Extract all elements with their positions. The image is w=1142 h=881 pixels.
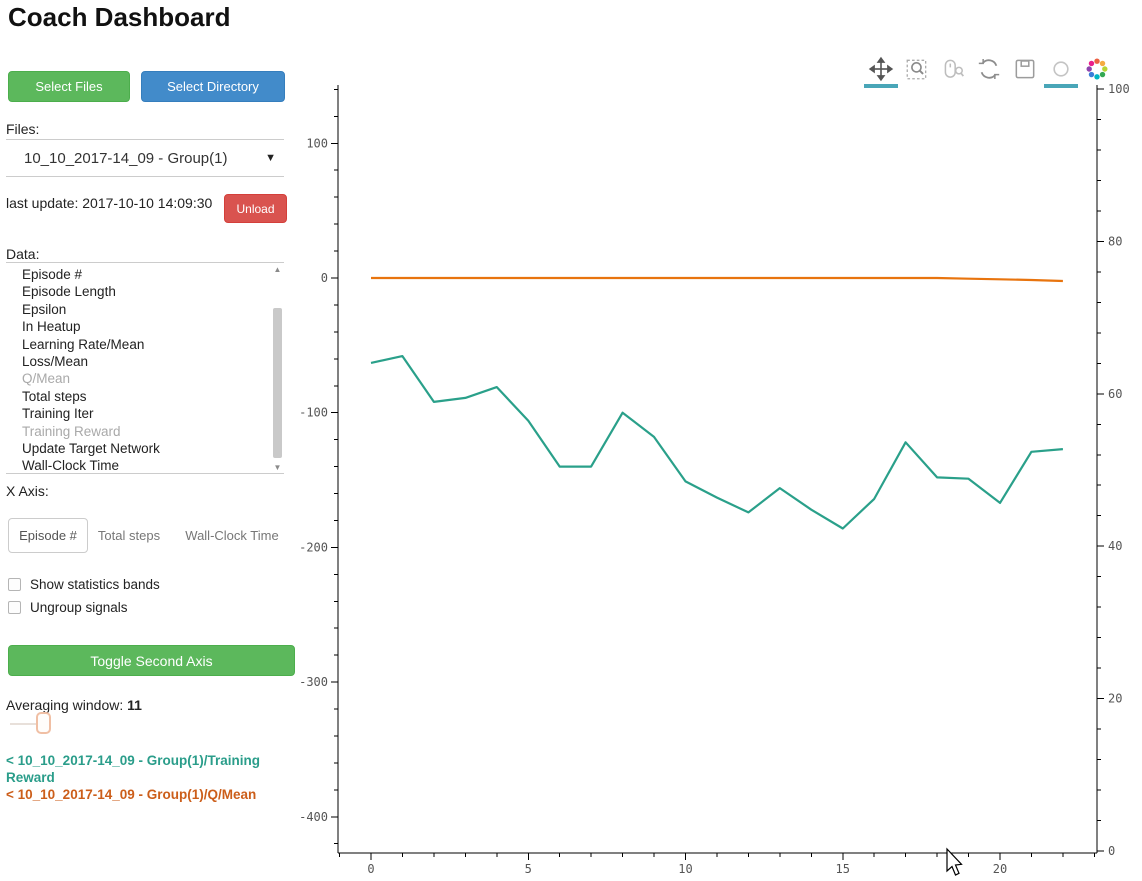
- bokeh-toolbar: [864, 56, 1114, 88]
- unload-button[interactable]: Unload: [224, 194, 287, 223]
- x-axis-tab-group: Episode # Total steps Wall-Clock Time: [8, 517, 294, 553]
- checkbox[interactable]: [8, 601, 21, 614]
- scrollbar-thumb[interactable]: [273, 308, 282, 458]
- data-signal-item[interactable]: Training Reward: [22, 423, 121, 439]
- right-axis-tick-label: 20: [1108, 692, 1122, 706]
- page-title: Coach Dashboard: [8, 2, 231, 32]
- bokeh-logo-icon[interactable]: [1080, 56, 1114, 88]
- save-icon[interactable]: [1008, 56, 1042, 88]
- x-axis-tick-label: 5: [525, 862, 532, 876]
- data-signal-item[interactable]: Training Iter: [22, 406, 94, 422]
- hover-icon[interactable]: [1044, 56, 1078, 88]
- files-label: Files:: [6, 121, 40, 137]
- left-axis-tick-label: -400: [299, 810, 328, 824]
- slider-handle[interactable]: [36, 712, 51, 734]
- left-axis-tick-label: -300: [299, 675, 328, 689]
- select-files-label: Select Files: [35, 79, 103, 94]
- right-axis-tick-label: 100: [1108, 82, 1130, 96]
- scroll-down-icon[interactable]: ▼: [273, 463, 282, 472]
- checkbox-label: Ungroup signals: [30, 600, 128, 615]
- mouse-cursor: [946, 847, 963, 876]
- data-signal-item[interactable]: Epsilon: [22, 301, 67, 317]
- data-signal-item[interactable]: Episode Length: [22, 284, 116, 300]
- data-signal-item[interactable]: Learning Rate/Mean: [22, 336, 145, 352]
- checkbox[interactable]: [8, 578, 21, 591]
- data-signal-item[interactable]: Episode #: [22, 267, 83, 282]
- box-zoom-icon[interactable]: [900, 56, 934, 88]
- legend-entry[interactable]: < 10_10_2017-14_09 - Group(1)/Training R…: [6, 753, 260, 785]
- averaging-window-row: Averaging window: 11: [6, 697, 142, 713]
- file-select[interactable]: 10_10_2017-14_09 - Group(1) ▼: [6, 139, 284, 177]
- data-signal-item[interactable]: Update Target Network: [22, 441, 160, 457]
- data-signal-item[interactable]: Total steps: [22, 388, 87, 404]
- select-files-button[interactable]: Select Files: [8, 71, 130, 102]
- x-axis-label: X Axis:: [6, 483, 49, 499]
- x-axis-tab[interactable]: Wall-Clock Time: [185, 527, 279, 543]
- select-directory-button[interactable]: Select Directory: [141, 71, 285, 102]
- right-axis-tick-label: 40: [1108, 539, 1122, 553]
- right-axis-tick-label: 80: [1108, 234, 1122, 248]
- wheel-zoom-icon[interactable]: [936, 56, 970, 88]
- options-checkbox-group: Show statistics bands Ungroup signals: [8, 573, 160, 619]
- pan-icon[interactable]: [864, 56, 898, 88]
- checkbox-row[interactable]: Show statistics bands: [8, 573, 160, 596]
- checkbox-row[interactable]: Ungroup signals: [8, 596, 160, 619]
- slider-track: [10, 723, 38, 725]
- data-signal-item[interactable]: Q/Mean: [22, 371, 71, 387]
- averaging-window-value: 11: [127, 697, 142, 713]
- data-signal-item[interactable]: Loss/Mean: [22, 354, 89, 370]
- data-signal-item[interactable]: Wall-Clock Time: [22, 458, 120, 474]
- x-axis-tick-label: 20: [993, 862, 1007, 876]
- data-signal-item[interactable]: In Heatup: [22, 319, 81, 335]
- averaging-window-label: Averaging window:: [6, 697, 124, 713]
- x-axis-tab[interactable]: Total steps: [97, 527, 161, 543]
- left-axis-tick-label: 0: [321, 271, 328, 285]
- last-update-text: last update: 2017-10-10 14:09:30: [6, 195, 213, 211]
- right-axis-tick-label: 60: [1108, 387, 1122, 401]
- series-line-q-mean: [371, 276, 1063, 283]
- list-scrollbar[interactable]: ▲ ▼: [272, 264, 283, 473]
- unload-label: Unload: [236, 201, 275, 216]
- x-axis-tick-label: 10: [678, 862, 692, 876]
- averaging-window-slider[interactable]: [10, 712, 51, 736]
- scroll-up-icon[interactable]: ▲: [273, 265, 282, 274]
- file-select-value: 10_10_2017-14_09 - Group(1): [24, 149, 228, 167]
- reset-icon[interactable]: [972, 56, 1006, 88]
- left-axis-tick-label: -200: [299, 540, 328, 554]
- x-axis-tick-label: 0: [367, 862, 374, 876]
- data-label: Data:: [6, 246, 40, 262]
- left-axis-tick-label: 100: [306, 136, 328, 150]
- legend: < 10_10_2017-14_09 - Group(1)/Training R…: [6, 752, 294, 803]
- left-axis-tick-label: -100: [299, 406, 328, 420]
- legend-entry[interactable]: < 10_10_2017-14_09 - Group(1)/Q/Mean: [6, 787, 257, 802]
- x-axis-tab[interactable]: Episode #: [8, 517, 88, 553]
- chevron-down-icon: ▼: [265, 152, 276, 164]
- series-line-training-reward: [370, 355, 1063, 530]
- toggle-second-axis-button[interactable]: Toggle Second Axis: [8, 645, 295, 676]
- data-signal-list[interactable]: Episode # Episode Length Epsilon In Heatup L…: [6, 262, 284, 474]
- select-directory-label: Select Directory: [167, 79, 259, 94]
- x-axis-tick-label: 15: [836, 862, 850, 876]
- checkbox-label: Show statistics bands: [30, 577, 160, 592]
- right-axis-tick-label: 0: [1108, 844, 1115, 858]
- toggle-second-axis-label: Toggle Second Axis: [90, 652, 213, 669]
